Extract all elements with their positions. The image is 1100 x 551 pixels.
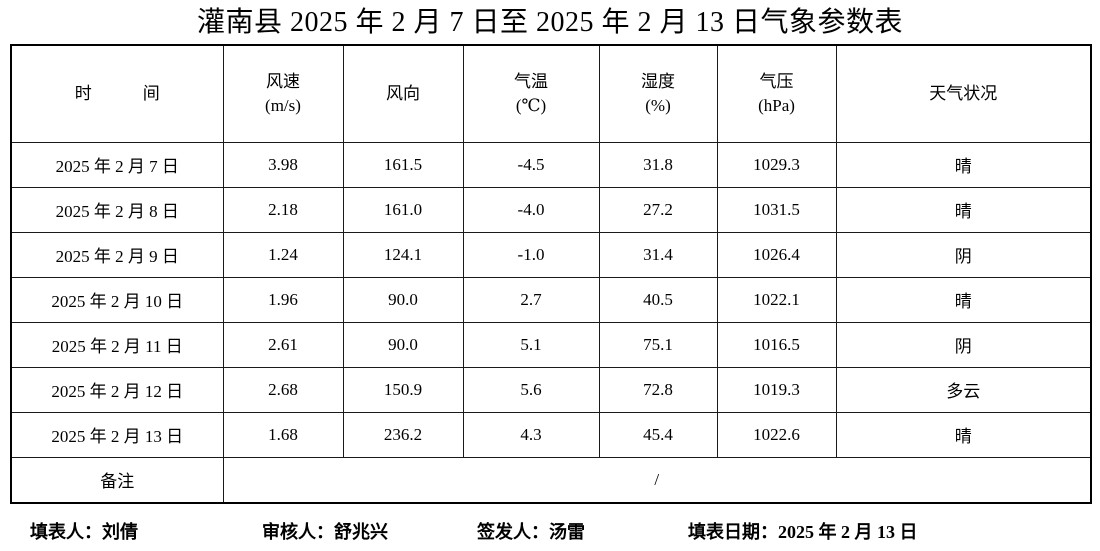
table-header-row: 时 间 风速 (m/s) 风向 气温 (℃) 湿度 (%) 气压 (hPa) — [10, 44, 1092, 143]
wind-speed-cell: 1.24 — [222, 231, 344, 278]
wind-direction-cell: 150.9 — [342, 366, 464, 413]
weather-cell: 晴 — [835, 276, 1092, 323]
reviewer-label: 审核人：舒兆兴 — [262, 522, 388, 542]
table-row: 2025 年 2 月 9 日 1.24 124.1 -1.0 31.4 1026… — [10, 231, 1092, 278]
humidity-cell: 45.4 — [598, 411, 718, 458]
date-cell: 2025 年 2 月 11 日 — [10, 321, 224, 368]
remark-value-cell: / — [222, 456, 1092, 504]
col-header-weather: 天气状况 — [835, 44, 1092, 143]
col-header-time: 时 间 — [10, 44, 224, 143]
weather-cell: 晴 — [835, 186, 1092, 233]
wind-speed-cell: 2.18 — [222, 186, 344, 233]
col-header-humidity: 湿度 (%) — [598, 44, 718, 143]
date-cell: 2025 年 2 月 7 日 — [10, 141, 224, 188]
table-row: 2025 年 2 月 7 日 3.98 161.5 -4.5 31.8 1029… — [10, 141, 1092, 188]
temperature-cell: 4.3 — [462, 411, 600, 458]
issuer-label: 签发人：汤雷 — [477, 522, 585, 542]
date-cell: 2025 年 2 月 10 日 — [10, 276, 224, 323]
pressure-cell: 1029.3 — [716, 141, 837, 188]
wind-speed-cell: 2.61 — [222, 321, 344, 368]
pressure-cell: 1022.6 — [716, 411, 837, 458]
date-cell: 2025 年 2 月 9 日 — [10, 231, 224, 278]
signature-footer: 填表人：刘倩 审核人：舒兆兴 签发人：汤雷 填表日期：2025 年 2 月 13… — [0, 512, 1100, 546]
wind-direction-cell: 90.0 — [342, 321, 464, 368]
pressure-cell: 1022.1 — [716, 276, 837, 323]
weather-cell: 阴 — [835, 321, 1092, 368]
table-row: 2025 年 2 月 11 日 2.61 90.0 5.1 75.1 1016.… — [10, 321, 1092, 368]
weather-cell: 阴 — [835, 231, 1092, 278]
col-header-pressure: 气压 (hPa) — [716, 44, 837, 143]
temperature-cell: 5.1 — [462, 321, 600, 368]
date-cell: 2025 年 2 月 8 日 — [10, 186, 224, 233]
col-header-temperature: 气温 (℃) — [462, 44, 600, 143]
wind-direction-cell: 161.0 — [342, 186, 464, 233]
wind-direction-cell: 90.0 — [342, 276, 464, 323]
date-cell: 2025 年 2 月 13 日 — [10, 411, 224, 458]
col-header-time-label: 时 间 — [74, 83, 160, 103]
weather-cell: 晴 — [835, 141, 1092, 188]
weather-cell: 多云 — [835, 366, 1092, 413]
pressure-cell: 1031.5 — [716, 186, 837, 233]
table-row: 2025 年 2 月 12 日 2.68 150.9 5.6 72.8 1019… — [10, 366, 1092, 413]
weather-cell: 晴 — [835, 411, 1092, 458]
humidity-cell: 27.2 — [598, 186, 718, 233]
humidity-cell: 72.8 — [598, 366, 718, 413]
humidity-cell: 31.4 — [598, 231, 718, 278]
remark-label-cell: 备注 — [10, 456, 224, 504]
table-row: 2025 年 2 月 8 日 2.18 161.0 -4.0 27.2 1031… — [10, 186, 1092, 233]
col-header-wind-direction: 风向 — [342, 44, 464, 143]
temperature-cell: -1.0 — [462, 231, 600, 278]
temperature-cell: 5.6 — [462, 366, 600, 413]
remark-row: 备注 / — [10, 456, 1092, 504]
wind-speed-cell: 1.96 — [222, 276, 344, 323]
table-row: 2025 年 2 月 13 日 1.68 236.2 4.3 45.4 1022… — [10, 411, 1092, 458]
pressure-cell: 1026.4 — [716, 231, 837, 278]
wind-direction-cell: 124.1 — [342, 231, 464, 278]
wind-direction-cell: 236.2 — [342, 411, 464, 458]
humidity-cell: 31.8 — [598, 141, 718, 188]
temperature-cell: -4.5 — [462, 141, 600, 188]
temperature-cell: 2.7 — [462, 276, 600, 323]
table-row: 2025 年 2 月 10 日 1.96 90.0 2.7 40.5 1022.… — [10, 276, 1092, 323]
col-header-wind-speed: 风速 (m/s) — [222, 44, 344, 143]
wind-direction-cell: 161.5 — [342, 141, 464, 188]
pressure-cell: 1019.3 — [716, 366, 837, 413]
humidity-cell: 40.5 — [598, 276, 718, 323]
page-title: 灌南县 2025 年 2 月 7 日至 2025 年 2 月 13 日气象参数表 — [196, 7, 903, 38]
temperature-cell: -4.0 — [462, 186, 600, 233]
humidity-cell: 75.1 — [598, 321, 718, 368]
wind-speed-cell: 3.98 — [222, 141, 344, 188]
weather-table: 时 间 风速 (m/s) 风向 气温 (℃) 湿度 (%) 气压 (hPa) — [10, 44, 1092, 504]
fill-date-label: 填表日期：2025 年 2 月 13 日 — [688, 522, 918, 542]
preparer-label: 填表人：刘倩 — [30, 522, 138, 542]
pressure-cell: 1016.5 — [716, 321, 837, 368]
wind-speed-cell: 1.68 — [222, 411, 344, 458]
wind-speed-cell: 2.68 — [222, 366, 344, 413]
date-cell: 2025 年 2 月 12 日 — [10, 366, 224, 413]
